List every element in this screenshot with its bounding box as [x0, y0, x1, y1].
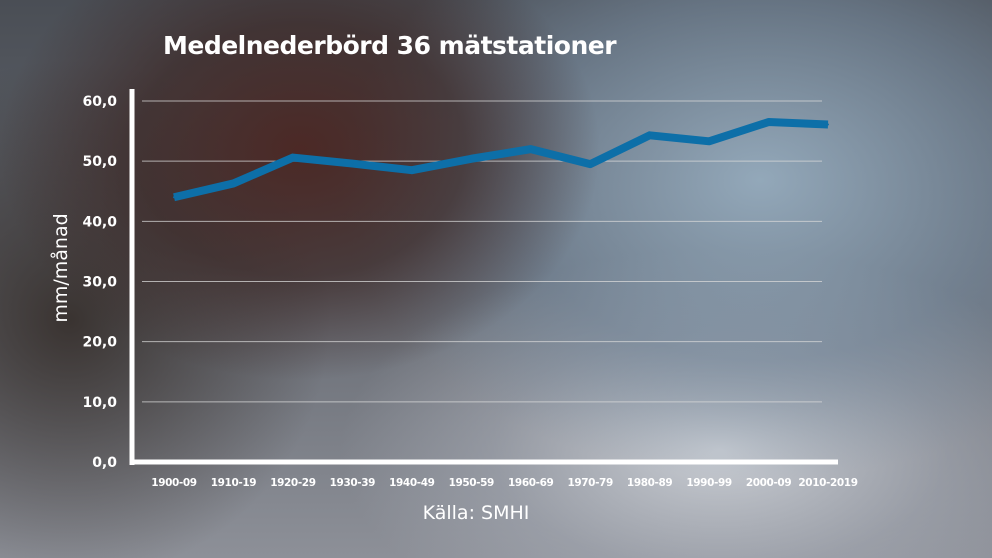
x-tick-label: 1920-29 — [270, 477, 315, 489]
data-point — [767, 121, 770, 124]
y-tick-label: 10,0 — [82, 395, 117, 411]
x-tick-label: 2000-09 — [746, 477, 791, 489]
x-tick-label: 1950-59 — [449, 477, 494, 489]
y-tick-label: 60,0 — [82, 94, 117, 110]
x-tick-label: 2010-2019 — [798, 477, 857, 489]
data-point — [232, 182, 235, 185]
y-tick-label: 50,0 — [82, 154, 117, 170]
data-point — [173, 196, 175, 199]
data-point — [648, 134, 651, 137]
x-tick-label: 1930-39 — [330, 477, 375, 489]
source-label: Källa: SMHI — [423, 502, 530, 524]
y-tick-labels: 0,0 10,0 20,0 30,0 40,0 50,0 60,0 — [82, 94, 117, 471]
data-point — [529, 148, 532, 151]
axes — [129, 89, 838, 465]
x-tick-label: 1960-69 — [508, 477, 553, 489]
data-point — [291, 156, 294, 159]
data-point — [470, 157, 473, 160]
x-tick-label: 1970-79 — [567, 477, 612, 489]
data-point — [351, 162, 354, 165]
x-tick-label: 1910-19 — [211, 477, 256, 489]
series-line — [173, 118, 829, 202]
x-tick-label: 1980-89 — [627, 477, 672, 489]
x-tick-label: 1990-99 — [686, 477, 731, 489]
chart-title: Medelnederbörd 36 mätstationer — [163, 31, 617, 60]
data-point — [589, 163, 592, 166]
y-tick-label: 20,0 — [82, 335, 117, 351]
x-tick-label: 1900-09 — [151, 477, 196, 489]
gridlines — [142, 100, 822, 403]
data-point — [708, 140, 711, 143]
x-tick-labels: 1900-09 1910-19 1920-29 1930-39 1940-49 1950-… — [151, 477, 858, 489]
y-tick-label: 0,0 — [92, 455, 117, 471]
y-axis-label: mm/månad — [49, 213, 72, 322]
y-tick-label: 30,0 — [82, 275, 117, 291]
data-point — [410, 169, 413, 172]
data-point — [827, 123, 829, 126]
y-tick-label: 40,0 — [82, 214, 117, 230]
x-tick-label: 1940-49 — [389, 477, 434, 489]
data-series — [173, 118, 829, 202]
